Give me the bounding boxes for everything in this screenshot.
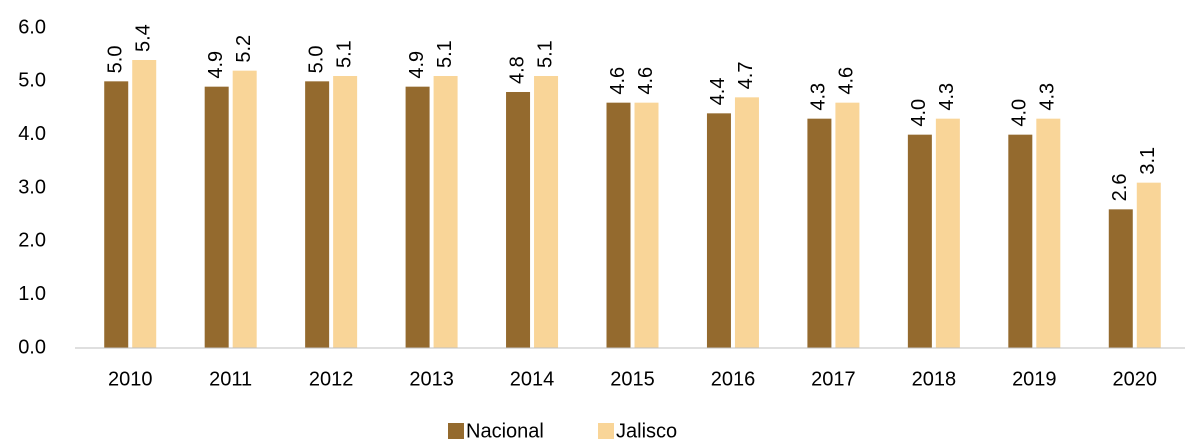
- data-label: 5.1: [434, 40, 456, 68]
- bar: [534, 76, 559, 348]
- data-label: 4.0: [1009, 99, 1031, 127]
- data-label: 4.9: [406, 51, 428, 79]
- x-tick-label: 2019: [1012, 368, 1057, 390]
- y-tick-label: 6.0: [18, 16, 46, 38]
- bar: [132, 60, 157, 348]
- y-tick-label: 5.0: [18, 70, 46, 92]
- data-label: 4.6: [836, 67, 858, 95]
- data-label: 2.6: [1109, 174, 1131, 202]
- bar: [204, 86, 229, 349]
- x-tick-label: 2018: [912, 368, 957, 390]
- data-label: 5.1: [534, 40, 556, 68]
- x-tick-label: 2011: [209, 368, 252, 390]
- data-label: 5.2: [233, 35, 255, 63]
- x-tick-label: 2010: [108, 368, 153, 390]
- x-tick-label: 2020: [1113, 368, 1158, 390]
- x-tick-label: 2016: [711, 368, 756, 390]
- bar: [1008, 134, 1033, 348]
- y-tick-label: 4.0: [18, 123, 46, 145]
- bar: [305, 81, 330, 348]
- x-tick-label: 2015: [610, 368, 655, 390]
- bar: [1036, 118, 1061, 349]
- bar: [405, 86, 430, 349]
- data-label: 4.9: [205, 51, 227, 79]
- x-tick-label: 2012: [309, 368, 354, 390]
- bar: [835, 102, 860, 349]
- bar: [706, 113, 731, 348]
- data-label: 4.3: [808, 83, 830, 111]
- bar: [935, 118, 960, 349]
- data-label: 4.8: [506, 56, 528, 84]
- data-label: 5.0: [305, 46, 327, 74]
- bar: [907, 134, 932, 348]
- x-tick-label: 2013: [409, 368, 454, 390]
- data-label: 5.4: [133, 24, 155, 52]
- bar: [506, 92, 531, 348]
- legend-label: Nacional: [466, 420, 544, 442]
- y-tick-label: 0.0: [18, 336, 46, 358]
- bar: [1136, 182, 1161, 348]
- bar: [104, 81, 129, 348]
- data-label: 4.6: [607, 67, 629, 95]
- data-label: 4.7: [735, 62, 757, 90]
- bar: [634, 102, 659, 349]
- data-label: 3.1: [1137, 147, 1159, 175]
- legend-swatch: [448, 423, 464, 439]
- y-tick-label: 3.0: [18, 176, 46, 198]
- y-tick-label: 1.0: [18, 283, 46, 305]
- data-label: 5.0: [105, 46, 127, 74]
- legend-swatch: [598, 423, 614, 439]
- bar: [807, 118, 832, 349]
- data-label: 4.6: [635, 67, 657, 95]
- data-label: 4.3: [936, 83, 958, 111]
- x-tick-label: 2017: [811, 368, 856, 390]
- data-label: 5.1: [333, 40, 355, 68]
- bar: [232, 70, 257, 349]
- bar: [606, 102, 631, 349]
- data-label: 4.0: [908, 99, 930, 127]
- y-tick-label: 2.0: [18, 230, 46, 252]
- bar: [734, 97, 759, 348]
- bar: [433, 76, 458, 348]
- legend-label: Jalisco: [616, 420, 677, 442]
- data-label: 4.4: [707, 78, 729, 106]
- bar: [1108, 209, 1133, 348]
- x-tick-label: 2014: [510, 368, 555, 390]
- bar: [333, 76, 358, 348]
- data-label: 4.3: [1037, 83, 1059, 111]
